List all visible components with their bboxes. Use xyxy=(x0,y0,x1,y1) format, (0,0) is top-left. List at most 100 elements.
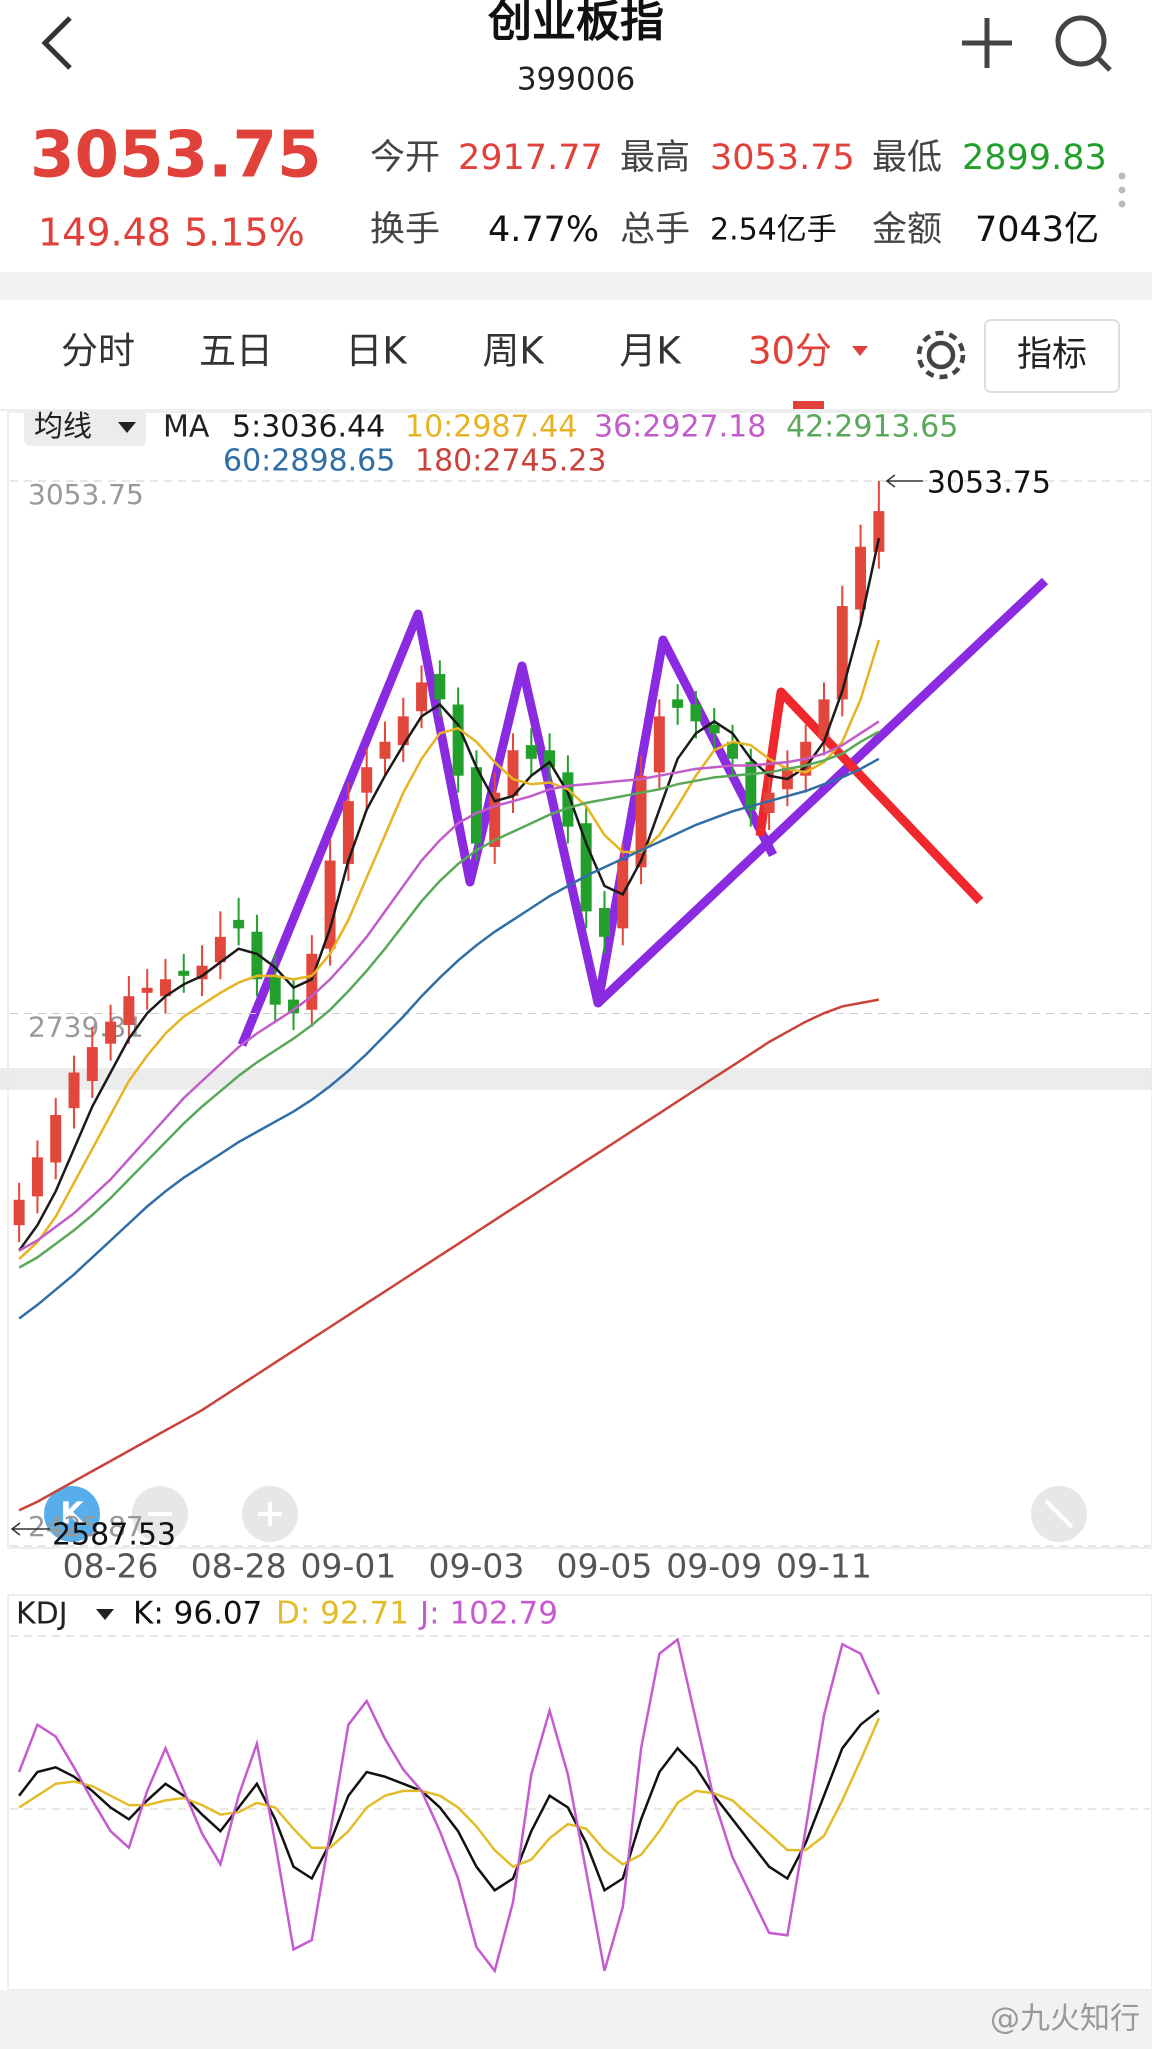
candle-body xyxy=(727,741,739,759)
kdj-line xyxy=(18,1717,881,1869)
ma-line xyxy=(18,730,880,1269)
period-tab[interactable]: 30分 xyxy=(748,330,832,373)
stat-value: 7043亿 xyxy=(975,210,1099,250)
legend-entry: D: 92.71 xyxy=(276,1596,409,1632)
stat-value: 2.54亿手 xyxy=(710,213,837,248)
candle-body xyxy=(580,823,592,912)
ma-line xyxy=(18,998,880,1512)
add-button[interactable] xyxy=(962,18,1012,68)
indicator-button-label: 指标 xyxy=(1017,335,1087,375)
legend-entry: J: 102.79 xyxy=(418,1596,558,1632)
k-button-icon: K xyxy=(60,1497,85,1532)
stat-value: 2899.83 xyxy=(962,138,1107,178)
high-marker-label: 3053.75 xyxy=(927,466,1051,501)
candle-body xyxy=(745,762,757,810)
kdj-line xyxy=(18,1709,880,1893)
candle-body xyxy=(342,801,354,864)
ma-line xyxy=(18,639,881,1261)
candle-body xyxy=(379,741,391,759)
low-marker-arrow xyxy=(10,1522,50,1536)
low-marker-label: 2587.53 xyxy=(52,1518,176,1553)
legend-entry: 180:2745.23 xyxy=(415,444,606,479)
stat-label: 最高 xyxy=(620,138,690,178)
period-tab[interactable]: 分时 xyxy=(61,330,135,373)
search-button[interactable] xyxy=(1055,15,1112,72)
ma-label: MA xyxy=(163,410,210,445)
index-code: 399006 xyxy=(517,62,635,98)
x-tick-label: 09-11 xyxy=(776,1547,872,1586)
candle-body xyxy=(818,699,830,739)
candle-body xyxy=(68,1072,80,1109)
candle-body xyxy=(50,1114,62,1163)
stat-value: 4.77% xyxy=(488,210,599,250)
candle-body xyxy=(31,1157,43,1197)
drawn-red-line xyxy=(755,687,984,905)
legend-entry: 5:3036.44 xyxy=(232,410,385,445)
drawn-zigzag xyxy=(237,609,778,1047)
stat-value: 3053.75 xyxy=(710,138,855,178)
period-tab[interactable]: 日K xyxy=(345,330,408,373)
back-button[interactable] xyxy=(41,16,72,70)
candle-body xyxy=(507,750,519,797)
legend-entry: 60:2898.65 xyxy=(223,444,395,479)
kdj-line xyxy=(17,1637,881,1974)
candle-body xyxy=(105,1021,117,1044)
footer-band xyxy=(0,1990,1152,2049)
x-tick-label: 09-09 xyxy=(666,1547,762,1586)
ma-menu[interactable] xyxy=(24,410,146,446)
k-button[interactable] xyxy=(44,1486,100,1542)
active-tab-underline xyxy=(793,401,824,409)
candle-body xyxy=(361,767,373,793)
candle-body xyxy=(123,996,135,1026)
price: 3053.75 xyxy=(30,119,322,193)
stat-label: 金额 xyxy=(872,210,942,250)
candle-body xyxy=(141,987,153,993)
stat-label: 今开 xyxy=(370,138,440,178)
price-change-pct: 5.15% xyxy=(184,211,305,255)
candle-body xyxy=(635,775,647,868)
candle-body xyxy=(251,931,263,980)
more-menu[interactable] xyxy=(1118,172,1126,208)
kdj-menu-arrow xyxy=(96,1609,114,1620)
period-tab[interactable]: 五日 xyxy=(199,330,273,373)
kdj-menu-label[interactable]: KDJ xyxy=(16,1597,68,1632)
settings-button[interactable] xyxy=(916,330,966,380)
fullscreen-icon xyxy=(1044,1499,1074,1529)
legend-entry: 42:2913.65 xyxy=(786,410,958,445)
ma-line xyxy=(18,537,881,1252)
drawn-trendline xyxy=(594,577,1049,1007)
candle-body xyxy=(544,750,556,768)
period-tab[interactable]: 周K xyxy=(482,330,545,373)
ma-menu-arrow xyxy=(118,422,136,433)
index-title: 创业板指 xyxy=(488,0,664,47)
zoom-in-icon xyxy=(258,1502,282,1526)
candle-body xyxy=(86,1047,98,1082)
candle-body xyxy=(196,965,208,980)
stat-label: 最低 xyxy=(872,138,942,178)
separator xyxy=(0,272,1152,300)
x-tick-label: 09-03 xyxy=(428,1547,524,1586)
candle-body xyxy=(233,919,245,929)
candle-body xyxy=(598,908,610,937)
period-tab[interactable]: 月K xyxy=(619,330,682,373)
high-marker-arrowhead xyxy=(885,474,896,488)
y-tick-label: 2425.87 xyxy=(28,1510,144,1543)
candle-body xyxy=(470,767,482,844)
candle-body xyxy=(159,979,171,997)
candle-body xyxy=(452,704,464,776)
candle-body xyxy=(269,975,281,1005)
overlay-band xyxy=(0,1068,1152,1090)
indicator-button[interactable] xyxy=(984,319,1120,393)
tab-dropdown-arrow[interactable] xyxy=(852,346,868,356)
stat-value: 2917.77 xyxy=(458,138,603,178)
candle-body xyxy=(562,772,574,827)
candle-body xyxy=(525,745,537,759)
period-tabs: 分时 五日 日K 周K 月K 30分 xyxy=(61,330,832,373)
candle-body xyxy=(434,673,446,700)
candle-body xyxy=(672,699,684,708)
watermark: @九火知行 xyxy=(990,2002,1140,2037)
candle-body xyxy=(855,546,867,610)
candle-body xyxy=(690,704,702,722)
